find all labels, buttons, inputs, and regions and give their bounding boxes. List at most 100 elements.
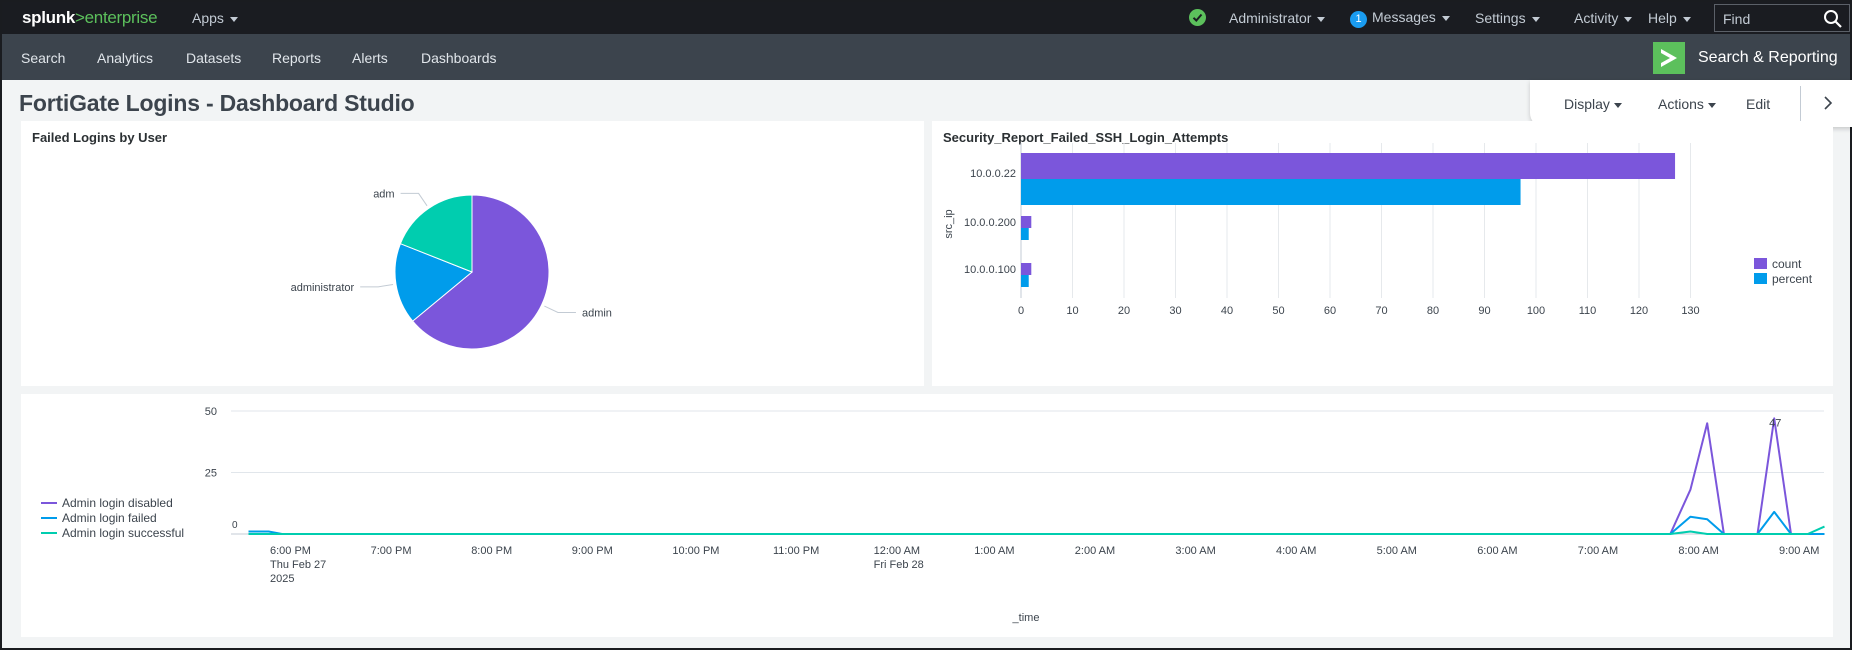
actions-menu[interactable]: Actions	[1658, 96, 1716, 112]
line-peak-label: 47	[1769, 417, 1781, 429]
line-x-tick-label: 6:00 AM	[1477, 545, 1517, 557]
logo-product-text: enterprise	[84, 8, 158, 27]
bar-x-tick-label: 50	[1272, 305, 1284, 317]
settings-menu-label: Settings	[1475, 10, 1526, 26]
line-x-tick-label: 6:00 PM	[270, 545, 311, 557]
line-x-axis-title: _time	[1012, 612, 1040, 624]
bar-count-10.0.0.22	[1021, 153, 1676, 179]
line-x-tick-label: 3:00 AM	[1175, 545, 1215, 557]
activity-menu[interactable]: Activity	[1574, 10, 1633, 26]
dashboard-title: FortiGate Logins - Dashboard Studio	[19, 90, 415, 116]
panel-failed-ssh-login-attempts: Security_Report_Failed_SSH_Login_Attempt…	[932, 121, 1833, 386]
messages-menu-label: Messages	[1372, 9, 1436, 25]
find-box	[1714, 4, 1850, 32]
bar-x-tick-label: 90	[1478, 305, 1490, 317]
user-menu-label: Administrator	[1229, 10, 1312, 26]
bar-category-label: 10.0.0.100	[964, 264, 1016, 276]
bar-category-label: 10.0.0.200	[964, 217, 1016, 229]
search-icon[interactable]	[1823, 9, 1843, 29]
apps-menu-label: Apps	[192, 10, 224, 26]
nav-alerts[interactable]: Alerts	[352, 50, 388, 66]
display-menu-label: Display	[1564, 96, 1610, 112]
apps-menu[interactable]: Apps	[192, 10, 238, 26]
panel-admin-login-timeline: 50 25 6:00 PM Thu Feb 27 2025 7:00 PM 8:00 PM 9…	[21, 394, 1833, 637]
line-x-tick-label: 9:00 PM	[572, 545, 613, 557]
nav-reports[interactable]: Reports	[272, 50, 322, 66]
app-title[interactable]: Search & Reporting	[1698, 49, 1838, 66]
line-series-admin-login-failed	[248, 510, 1825, 535]
actions-menu-label: Actions	[1658, 96, 1704, 112]
bar-count-10.0.0.100	[1021, 263, 1032, 275]
legend-swatch-failed	[41, 517, 57, 519]
bar-x-tick-label: 10	[1066, 305, 1078, 317]
line-x-tick-label: 8:00 PM	[471, 545, 512, 557]
line-y-tick-label: 25	[205, 468, 217, 480]
app-chevron-mark	[1661, 49, 1677, 67]
line-series-admin-login-successful	[248, 525, 1825, 535]
pie-label-adm: adm	[373, 188, 394, 200]
help-menu-label: Help	[1648, 10, 1677, 26]
bar-x-tick-label: 70	[1375, 305, 1387, 317]
legend-label-successful: Admin login successful	[62, 526, 185, 540]
splunk-logo[interactable]: splunk>enterprise	[22, 8, 158, 28]
caret-down-icon	[1682, 16, 1691, 22]
edit-button[interactable]: Edit	[1746, 96, 1771, 112]
bar-x-tick-label: 30	[1169, 305, 1181, 317]
nav-dashboards[interactable]: Dashboards	[421, 50, 497, 66]
pie-label-administrator: administrator	[291, 282, 355, 294]
messages-count-badge: 1	[1350, 11, 1367, 28]
line-x-tick-label: 10:00 PM	[672, 545, 719, 557]
bar-percent-10.0.0.22	[1021, 179, 1521, 205]
line-x-tick-label: 7:00 PM	[371, 545, 412, 557]
pie-leader-administrator	[360, 284, 394, 288]
legend-item-admin-login-disabled[interactable]: Admin login disabled	[41, 496, 173, 510]
pie-slice-administrator	[394, 243, 473, 322]
line-x-tick-date: Fri Feb 28	[874, 559, 924, 571]
pie-slice-admin	[411, 194, 550, 350]
bar-percent-10.0.0.100	[1021, 275, 1029, 287]
legend-item-admin-login-successful[interactable]: Admin login successful	[41, 526, 184, 540]
bar-x-tick-label: 60	[1324, 305, 1336, 317]
dashboard-toolbar: Display Actions Edit	[1530, 80, 1852, 127]
activity-menu-label: Activity	[1574, 10, 1619, 26]
bar-x-tick-label: 120	[1630, 305, 1648, 317]
line-series-admin-login-disabled	[248, 417, 1825, 535]
bar-chart: 0 10 20 30 40 50 60 70 80 90 100 110 120 130 10.0.0.22…	[943, 143, 1700, 317]
bar-x-tick-label: 20	[1118, 305, 1130, 317]
display-menu[interactable]: Display	[1564, 96, 1622, 112]
legend-item-percent[interactable]: percent	[1754, 272, 1812, 286]
legend-swatch-percent	[1754, 273, 1767, 284]
caret-down-icon	[229, 16, 238, 22]
bar-chart-title: Security_Report_Failed_SSH_Login_Attempt…	[943, 130, 1229, 145]
legend-item-admin-login-failed[interactable]: Admin login failed	[41, 511, 157, 525]
bar-x-tick-label: 130	[1681, 305, 1699, 317]
bar-x-tick-label: 40	[1221, 305, 1233, 317]
find-input[interactable]	[1723, 10, 1813, 28]
bar-x-tick-label: 80	[1427, 305, 1439, 317]
pie-leader-adm	[400, 192, 428, 207]
app-logo-icon[interactable]	[1653, 42, 1685, 74]
help-menu[interactable]: Help	[1648, 10, 1691, 26]
caret-down-icon	[1707, 102, 1716, 108]
line-x-tick-year: 2025	[270, 573, 294, 585]
settings-menu[interactable]: Settings	[1475, 10, 1540, 26]
nav-search[interactable]: Search	[21, 50, 66, 66]
legend-item-count[interactable]: count	[1754, 257, 1801, 271]
nav-analytics[interactable]: Analytics	[97, 50, 154, 66]
chevron-right-icon[interactable]	[1823, 95, 1833, 111]
line-x-tick-label: 12:00 AM	[874, 545, 920, 557]
line-x-tick-label: 8:00 AM	[1678, 545, 1718, 557]
bar-x-tick-label: 100	[1527, 305, 1545, 317]
user-menu[interactable]: Administrator	[1229, 10, 1326, 26]
nav-datasets[interactable]: Datasets	[186, 50, 242, 66]
line-start-label: 0	[232, 520, 238, 531]
line-x-tick-label: 4:00 AM	[1276, 545, 1316, 557]
line-x-tick-label: 5:00 AM	[1377, 545, 1417, 557]
line-x-tick-label: 1:00 AM	[974, 545, 1014, 557]
caret-down-icon	[1531, 16, 1540, 22]
messages-menu[interactable]: 1 Messages	[1350, 9, 1450, 28]
health-status-icon[interactable]	[1189, 9, 1206, 26]
caret-down-icon	[1624, 16, 1633, 22]
line-y-tick-label: 50	[205, 406, 217, 418]
